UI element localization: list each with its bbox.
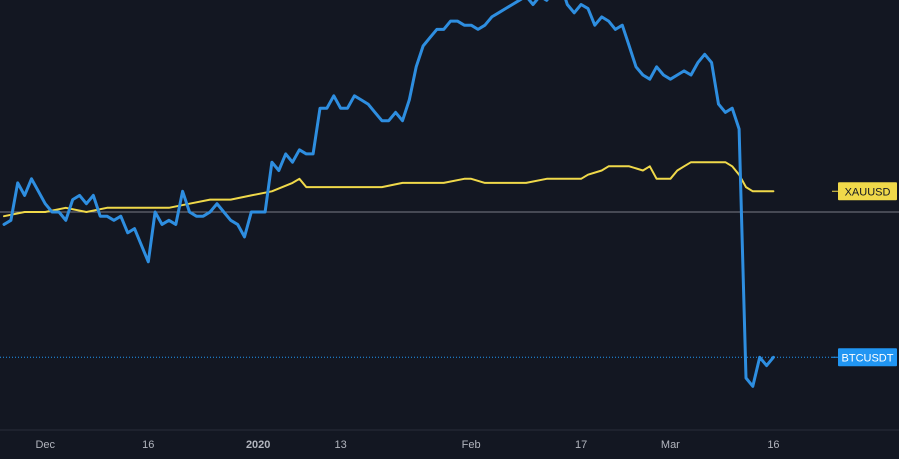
- x-tick-label: Feb: [462, 439, 481, 451]
- btc-price-label: BTCUSDT: [832, 348, 897, 367]
- time-axis: Dec 16 2020 13 Feb 17 Mar 16: [0, 429, 899, 451]
- x-tick-label: 2020: [246, 439, 270, 451]
- x-tick-label: 13: [335, 439, 347, 451]
- x-tick-label: Dec: [35, 439, 55, 451]
- btc-series-line: [2, 0, 775, 388]
- x-tick-label: 16: [142, 439, 154, 451]
- plot-area: [0, 0, 899, 388]
- xau-price-label: XAUUSD: [832, 182, 897, 201]
- x-tick-label: 16: [767, 439, 779, 451]
- x-tick-label: 17: [575, 439, 587, 451]
- btc-price-label-text: BTCUSDT: [842, 352, 894, 364]
- x-tick-label: Mar: [661, 439, 680, 451]
- xau-series-line: [3, 161, 775, 218]
- xau-price-label-text: XAUUSD: [845, 186, 891, 198]
- price-labels: XAUUSD BTCUSDT: [832, 182, 897, 367]
